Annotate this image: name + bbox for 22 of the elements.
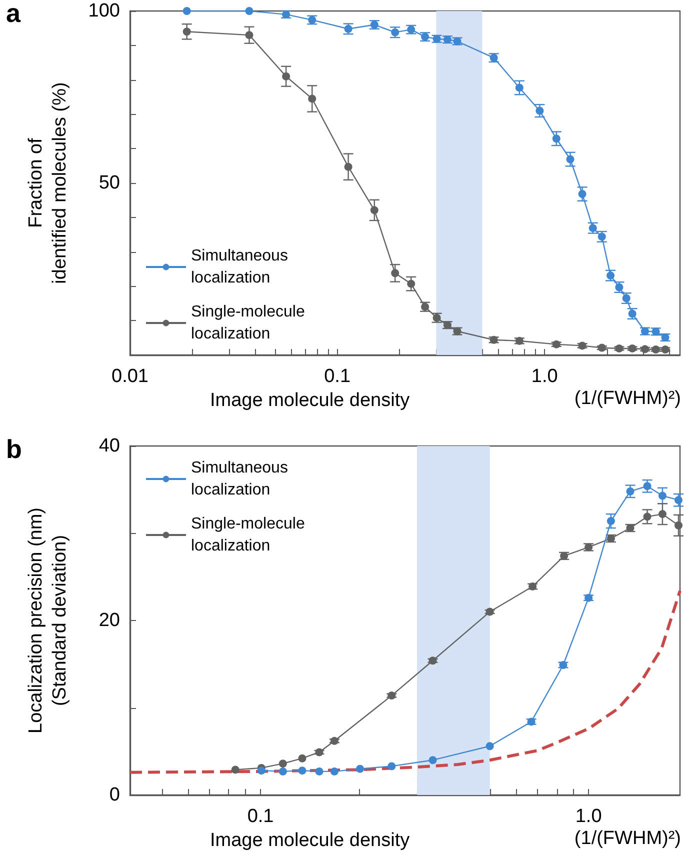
y-tick-label: 50 [98,172,120,194]
y-tick-label: 20 [98,610,120,631]
legend-label: Single-molecule localization [191,516,310,554]
text: (1/(FWHM)²) [574,388,682,409]
legend-label: Single-molecule localization [191,304,310,342]
y-tick-label: 40 [98,436,120,456]
x-tick-label: 1.0 [575,806,602,827]
y-tick-label: 100 [88,0,120,22]
x-tick-label: 0.1 [247,806,274,827]
text: (1/(FWHM)²) [574,828,682,849]
y-tick-label: 0 [109,784,120,806]
y-axis-title: Fraction of identified molecules (%) [26,82,70,284]
x-tick-label: 0.01 [112,366,148,387]
chart-title: a [6,0,21,28]
y-axis-title: Localization precision (nm) (Standard deviation) [26,508,70,734]
legend-label: Simultaneous localization [191,248,292,286]
chart-title: b [6,434,22,464]
x-axis-title: Image molecule density [210,830,410,851]
x-tick-label: 1.0 [531,366,558,387]
x-tick-label: 0.1 [324,366,351,387]
x-axis-title: Image molecule density [210,390,410,411]
legend-label: Simultaneous localization [191,460,292,498]
